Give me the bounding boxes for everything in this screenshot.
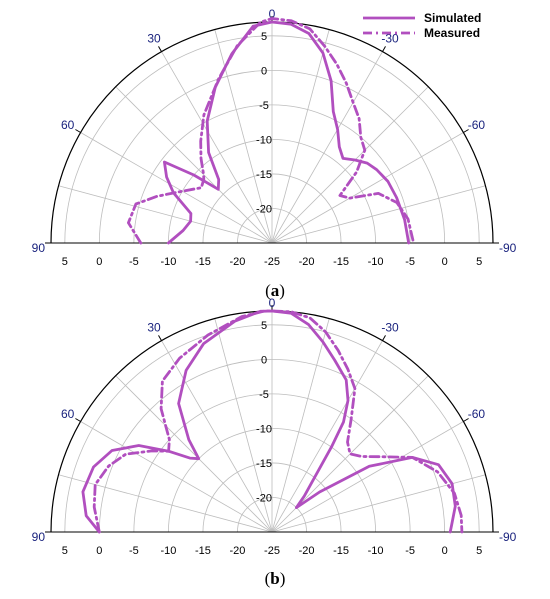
caption-b: (b) [264,569,286,588]
r-tick-label: -25 [264,256,280,268]
grid-spoke [80,132,273,244]
r-tick-label: -20 [230,545,246,557]
vertical-tick-label: 0 [261,354,267,366]
vertical-tick-label: 5 [261,31,267,43]
vertical-tick-label: -15 [256,169,272,181]
r-tick-label: -5 [129,545,139,557]
grid-spoke [80,421,273,533]
r-tick-label: -20 [299,256,315,268]
grid-spoke [271,318,330,533]
vertical-tick-label: -15 [256,458,272,470]
angle-tick [75,129,81,133]
legend-label-measured: Measured [424,26,480,40]
r-tick-label: 0 [96,256,102,268]
r-tick-label: 0 [96,545,102,557]
grid-spoke [58,474,273,533]
r-tick-label: 5 [62,256,68,268]
r-tick-label: -10 [368,256,384,268]
grid-spoke [271,474,486,533]
grid-spoke [115,86,273,244]
r-tick-label: -25 [264,545,280,557]
angle-label: -60 [468,118,486,132]
grid-spoke [214,29,273,244]
angle-label: 30 [147,32,161,46]
angle-tick [158,335,162,341]
series-measured-curve [127,17,415,245]
r-tick-label: -10 [368,545,384,557]
vertical-tick-label: 0 [261,65,267,77]
angle-tick [382,335,386,341]
vertical-tick-label: -5 [259,100,269,112]
r-tick-label: 5 [476,256,482,268]
r-tick-label: 5 [62,545,68,557]
series-simulated-curve [81,309,457,534]
grid-spoke [161,340,273,533]
angle-tick [463,129,469,133]
angle-label: -90 [499,241,517,255]
r-tick-label: -15 [195,545,211,557]
angle-label: 60 [61,118,75,132]
vertical-tick-label: -10 [256,134,272,146]
grid-spoke [271,132,464,244]
angle-label: 0 [269,296,276,310]
r-tick-label: -20 [299,545,315,557]
r-tick-label: -15 [333,545,349,557]
grid-spoke [271,185,486,244]
grid-spoke [58,185,273,244]
r-tick-label: 5 [476,545,482,557]
r-tick-label: -5 [405,256,415,268]
angle-label: 60 [61,407,75,421]
angle-label: 0 [269,7,276,21]
angle-label: 90 [32,530,46,544]
r-tick-label: -20 [230,256,246,268]
r-tick-label: -10 [160,256,176,268]
vertical-tick-label: 5 [261,320,267,332]
angle-tick [75,418,81,422]
grid-spoke [271,340,383,533]
angle-label: -90 [499,530,517,544]
angle-tick [463,418,469,422]
series-measured-curve [92,309,464,534]
legend-label-simulated: Simulated [424,11,481,25]
grid-spoke [271,51,383,244]
angle-label: 90 [32,241,46,255]
angle-label: 30 [147,321,161,335]
r-tick-label: 0 [442,256,448,268]
r-tick-label: 0 [442,545,448,557]
r-tick-label: -5 [129,256,139,268]
angle-label: -30 [381,321,399,335]
grid-spoke [214,318,273,533]
caption-a: (a) [265,281,285,300]
angle-label: -30 [381,32,399,46]
caption-a-label: a [270,281,280,300]
caption-b-label: b [270,569,280,588]
angle-tick [158,46,162,52]
angle-tick [382,46,386,52]
grid-spoke [115,375,273,533]
r-tick-label: -10 [160,545,176,557]
r-tick-label: -5 [405,545,415,557]
grid-spoke [271,29,330,244]
series-simulated-curve [163,20,411,245]
grid-spoke [271,86,429,244]
vertical-tick-label: -20 [256,492,272,504]
vertical-tick-label: -5 [259,389,269,401]
r-tick-label: -15 [195,256,211,268]
vertical-tick-label: -20 [256,203,272,215]
r-tick-label: -15 [333,256,349,268]
grid-spoke [161,51,273,244]
vertical-tick-label: -10 [256,423,272,435]
grid-spoke [271,421,464,533]
angle-label: -60 [468,407,486,421]
